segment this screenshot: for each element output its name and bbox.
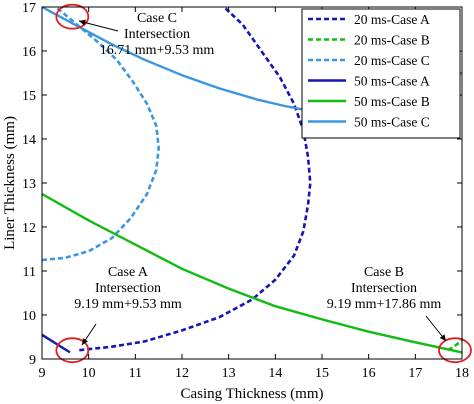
annotation-text-line: Case B [364,265,404,280]
annotation-text-line: 16.71 mm+9.53 mm [100,43,215,58]
x-tick-label: 10 [82,366,96,381]
annotation-arrowhead [82,338,88,345]
x-tick-label: 15 [315,366,329,381]
tick-layer: 9 10 11 12 13 14 15 16 17 18 9 10 11 12 13 14 15 16 17 [22,1,469,381]
x-tick-label: 9 [39,366,46,381]
y-tick-label: 17 [22,1,36,16]
intersection-marker-2 [55,337,90,364]
intersection-marker-1 [55,3,90,30]
legend-label: 50 ms-Case B [354,94,430,109]
series-layer [41,5,463,354]
annotation-text-line: 9.19 mm+9.53 mm [74,297,182,312]
legend-label: 20 ms-Case C [354,53,430,68]
x-tick-label: 16 [362,366,376,381]
x-tick-label: 17 [408,366,422,381]
y-tick-label: 11 [23,265,36,280]
annotation-arrow [78,20,119,32]
y-tick-label: 10 [22,309,36,324]
legend-layer: 20 ms-Case A 20 ms-Case B 20 ms-Case C 50 m… [301,8,461,139]
series-line-4 [41,333,71,354]
legend-item-5: 50 ms-Case B [308,94,430,109]
x-tick-label: 13 [222,366,236,381]
intersection-marker-3 [438,337,472,364]
legend-label: 20 ms-Case A [354,12,430,27]
legend-item-6: 50 ms-Case C [308,115,430,130]
annotation-text-line: Case C [137,11,177,26]
legend-item-2: 20 ms-Case B [308,33,430,48]
x-tick-label: 11 [129,366,142,381]
series-line-1 [79,6,312,352]
annotation-text-line: Intersection [95,281,161,296]
x-tick-label: 12 [175,366,189,381]
y-axis-label: Liner Thickness (mm) [2,116,18,250]
y-tick-label: 16 [22,45,36,60]
x-tick-label: 18 [455,366,469,381]
legend-item-4: 50 ms-Case A [308,74,430,89]
y-tick-label: 9 [29,353,36,368]
legend-label: 50 ms-Case A [354,74,430,89]
legend-label: 50 ms-Case C [354,115,430,130]
annotation-text-line: 9.19 mm+17.86 mm [327,297,442,312]
legend-box [301,8,461,139]
annotation-arrowhead [79,19,86,26]
series-line-5 [41,192,463,354]
annotation-text-line: Case A [108,265,149,280]
x-tick-label: 14 [268,366,282,381]
marker-layer [55,3,472,364]
legend-label: 20 ms-Case B [354,33,430,48]
y-tick-label: 14 [22,133,36,148]
annotation-text-line: Intersection [351,281,417,296]
y-tick-label: 12 [22,221,36,236]
legend-item-3: 20 ms-Case C [308,53,430,68]
annotation-text-line: Intersection [124,27,190,42]
legend-item-1: 20 ms-Case A [308,12,430,27]
y-tick-label: 13 [22,177,36,192]
y-tick-label: 15 [22,89,36,104]
x-axis-label: Casing Thickness (mm) [180,386,323,402]
annotation-arrowhead [439,334,446,341]
series-line-3 [41,6,160,262]
